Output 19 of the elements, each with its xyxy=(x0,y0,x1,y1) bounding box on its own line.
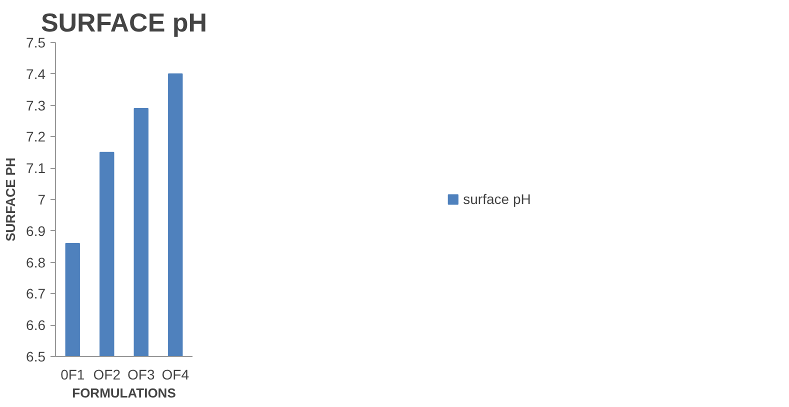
y-tick-label: 7 xyxy=(38,192,46,208)
y-tick-label: 7.1 xyxy=(26,160,46,176)
x-tick-label: 0F1 xyxy=(60,366,85,382)
x-tick-label: OF4 xyxy=(162,366,190,382)
y-tick-label: 7.3 xyxy=(26,97,46,114)
x-axis-title: FORMULATIONS xyxy=(72,386,176,400)
y-tick-label: 6.8 xyxy=(26,254,46,270)
y-tick-label: 6.7 xyxy=(26,286,46,302)
x-tick-label: OF3 xyxy=(128,366,155,382)
y-tick-label: 7.5 xyxy=(26,34,46,50)
y-tick-label: 7.2 xyxy=(26,128,46,145)
y-tick-label: 7.4 xyxy=(26,66,46,82)
y-axis-title: SURFACE PH xyxy=(3,158,18,242)
x-tick-label: OF2 xyxy=(93,366,121,382)
y-tick-label: 6.6 xyxy=(26,317,46,334)
legend-label: surface pH xyxy=(463,191,531,207)
y-tick-label: 6.5 xyxy=(26,348,46,364)
chart-title: SURFACE pH xyxy=(40,8,208,38)
y-tick-label: 6.9 xyxy=(26,222,46,239)
